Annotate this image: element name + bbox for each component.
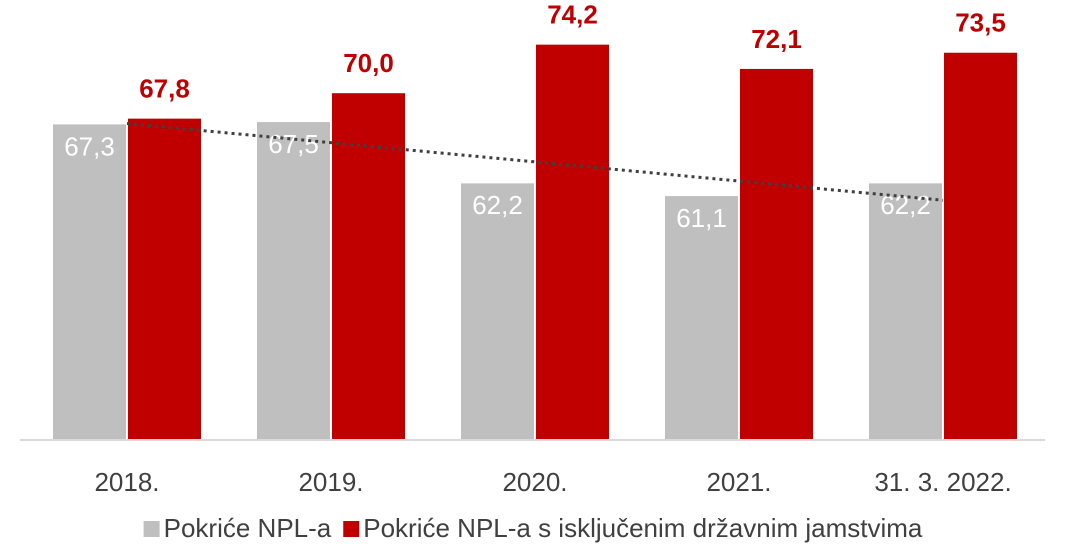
bar xyxy=(536,44,609,440)
bar xyxy=(740,68,813,440)
legend: Pokriće NPL-a Pokriće NPL-a s isključenim… xyxy=(143,513,923,543)
data-label: 72,1 xyxy=(751,24,802,54)
bar xyxy=(53,124,126,441)
bar xyxy=(665,196,738,440)
trendline xyxy=(126,121,944,202)
data-label: 67,8 xyxy=(139,74,190,104)
data-label: 61,1 xyxy=(676,203,727,233)
bar xyxy=(944,52,1017,441)
x-tick-label: 31. 3. 2022. xyxy=(874,467,1011,497)
data-label: 73,5 xyxy=(955,8,1006,38)
legend-swatch xyxy=(143,521,160,537)
data-label: 67,5 xyxy=(268,129,319,159)
data-label: 74,2 xyxy=(547,0,598,30)
data-label: 70,0 xyxy=(343,48,394,78)
bar xyxy=(461,183,534,441)
data-label: 67,3 xyxy=(64,131,115,161)
bar xyxy=(128,118,201,440)
legend-swatch xyxy=(343,521,360,537)
legend-label: Pokriće NPL-a xyxy=(164,513,332,543)
bar xyxy=(332,93,405,440)
bar xyxy=(257,122,330,440)
x-tick-label: 2019. xyxy=(298,467,363,497)
x-tick-label: 2020. xyxy=(502,467,567,497)
legend-label: Pokriće NPL-a s isključenim državnim jam… xyxy=(363,513,923,543)
data-label: 62,2 xyxy=(472,190,523,220)
x-tick-label: 2018. xyxy=(94,467,159,497)
x-tick-label: 2021. xyxy=(706,467,771,497)
bar xyxy=(869,183,942,441)
